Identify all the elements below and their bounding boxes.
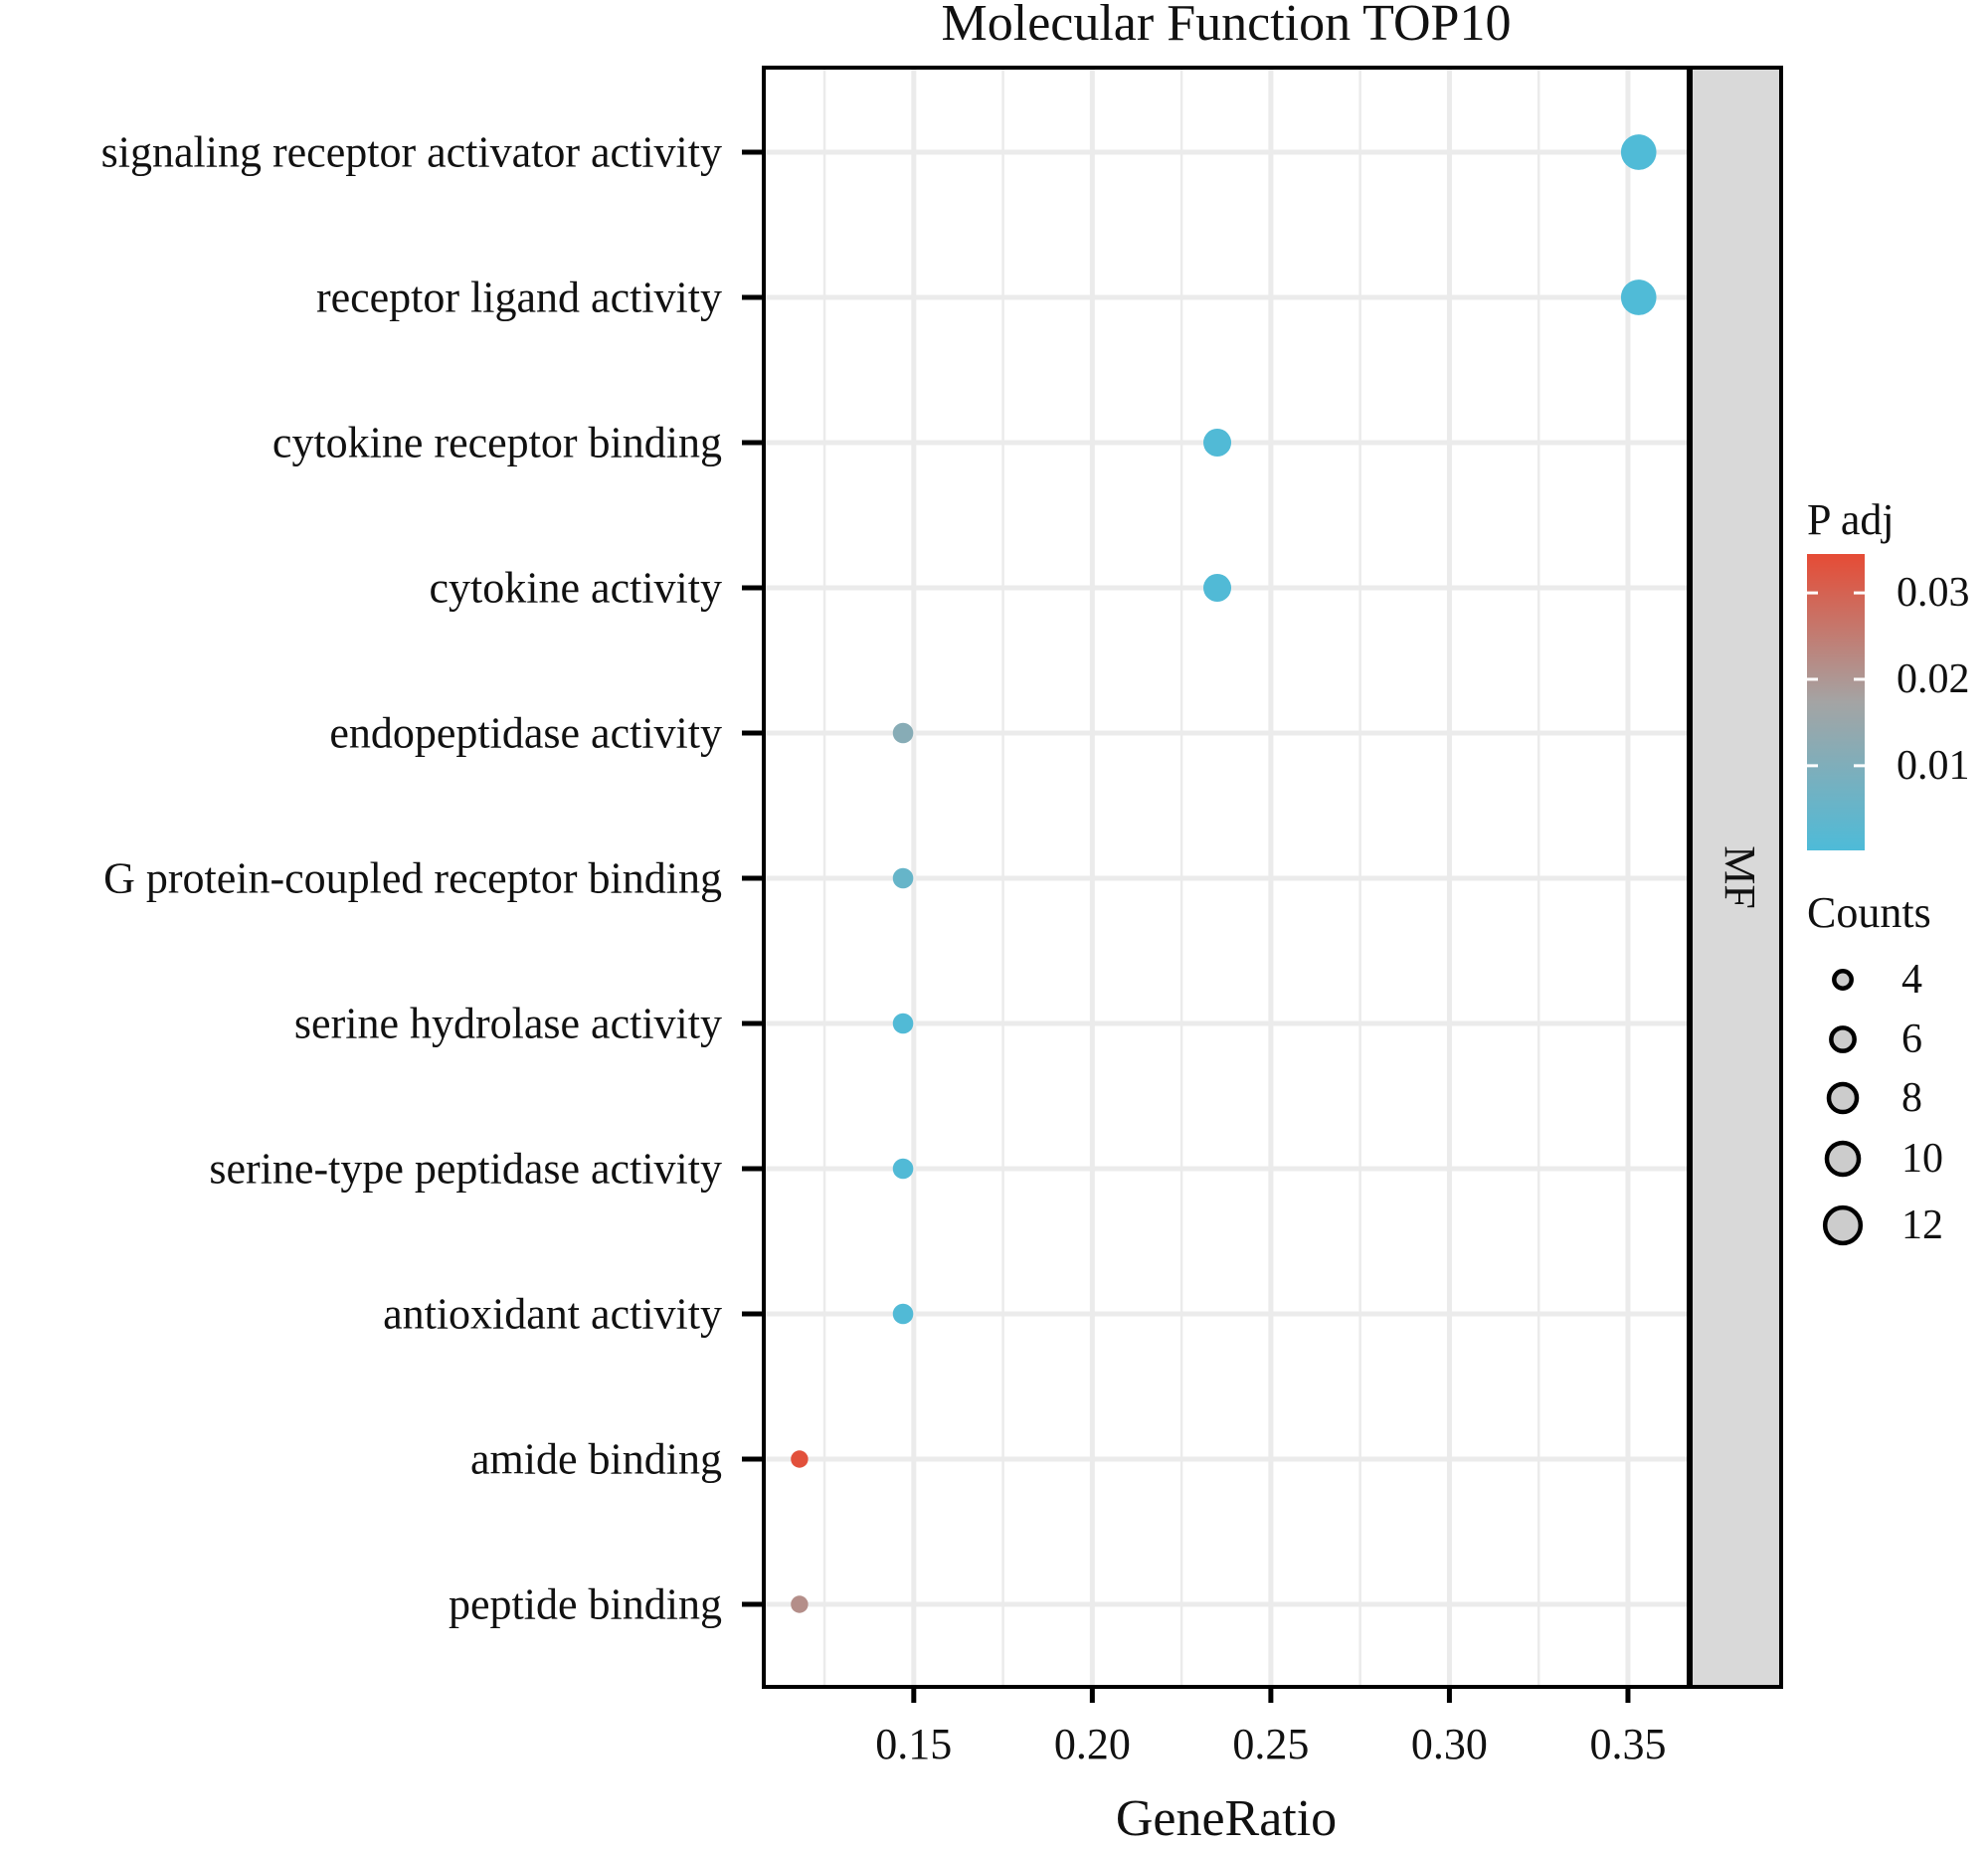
x-axis-tick-label: 0.20: [1054, 1720, 1131, 1768]
data-point: [1620, 134, 1657, 170]
y-axis-tick-label: serine-type peptidase activity: [209, 1145, 722, 1194]
counts-legend-circle: [1822, 1204, 1864, 1246]
data-point: [892, 1013, 914, 1034]
y-axis-tick-label: peptide binding: [449, 1580, 722, 1629]
counts-legend-entries: 4 6 8 10 12: [1822, 957, 1943, 1248]
counts-legend-circle: [1829, 1025, 1857, 1053]
y-axis-tick-label: cytokine receptor binding: [272, 419, 722, 467]
counts-legend-label: 8: [1901, 1075, 1922, 1121]
data-point: [892, 867, 914, 889]
y-axis-tick-label: amide binding: [470, 1435, 722, 1484]
y-axis-tick-label: G protein-coupled receptor binding: [103, 854, 722, 903]
plot-panel: [762, 66, 1691, 1689]
y-axis-tick-label: signaling receptor activator activity: [101, 128, 722, 177]
x-axis-tick-label: 0.30: [1411, 1720, 1488, 1768]
p-adj-legend-title: P adj: [1807, 495, 1895, 544]
data-point: [892, 1303, 914, 1325]
x-axis-label: GeneRatio: [1116, 1790, 1337, 1847]
colorbar-tick-label: 0.01: [1897, 743, 1970, 789]
counts-legend-circle: [1832, 969, 1854, 991]
y-axis-tick-label: antioxidant activity: [383, 1290, 722, 1339]
chart-title: Molecular Function TOP10: [942, 0, 1512, 52]
data-point: [1203, 573, 1232, 603]
data-point: [1203, 428, 1232, 458]
p-adj-colorbar: [1807, 554, 1865, 850]
data-points: [791, 134, 1657, 1613]
counts-legend: Counts 4 6 8 10 12: [1807, 888, 1943, 1248]
colorbar-tick-label: 0.02: [1897, 656, 1970, 702]
x-axis-tick-label: 0.25: [1232, 1720, 1309, 1768]
counts-legend-label: 12: [1901, 1202, 1943, 1248]
p-adj-colorbar-ticks: 0.03 0.02 0.01: [1807, 570, 1970, 789]
y-axis: signaling receptor activator activity rec…: [101, 128, 764, 1629]
y-axis-tick-label: endopeptidase activity: [329, 709, 722, 758]
data-point: [791, 1595, 809, 1613]
counts-legend-circle: [1824, 1140, 1862, 1178]
facet-strip-label: MF: [1716, 845, 1764, 909]
data-point: [892, 722, 914, 744]
facet-strip: MF: [1689, 66, 1783, 1689]
counts-legend-circle: [1826, 1081, 1860, 1115]
facet-strip-background: [1689, 66, 1783, 1689]
x-axis: 0.15 0.20 0.25 0.30 0.35: [875, 1687, 1666, 1768]
y-axis-tick-label: cytokine activity: [430, 564, 722, 613]
counts-legend-label: 6: [1901, 1017, 1922, 1062]
p-adj-legend: P adj 0.03 0.02 0.01: [1807, 495, 1970, 850]
data-point: [892, 1158, 914, 1180]
x-axis-tick-label: 0.35: [1589, 1720, 1666, 1768]
major-gridlines: [764, 68, 1689, 1687]
counts-legend-label: 4: [1901, 957, 1922, 1003]
counts-legend-label: 10: [1901, 1136, 1943, 1182]
colorbar-tick-label: 0.03: [1897, 570, 1970, 616]
data-point: [791, 1450, 809, 1468]
y-axis-tick-label: receptor ligand activity: [316, 274, 722, 322]
x-axis-tick-label: 0.15: [875, 1720, 952, 1768]
data-point: [1620, 279, 1657, 315]
counts-legend-title: Counts: [1807, 888, 1931, 937]
y-axis-tick-label: serine hydrolase activity: [294, 1000, 722, 1048]
